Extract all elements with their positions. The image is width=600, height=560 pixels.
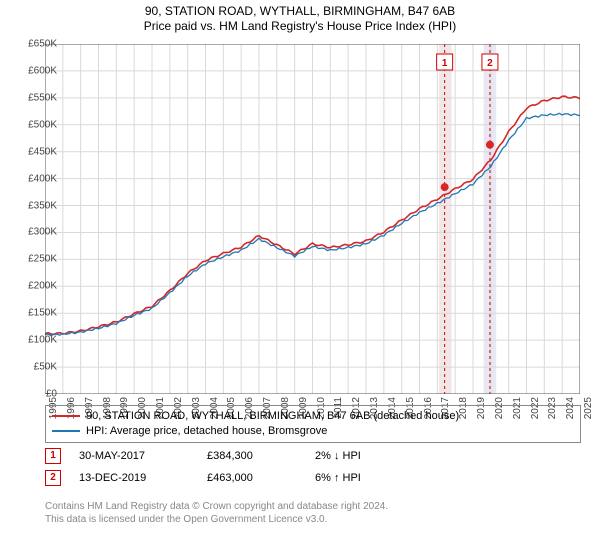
- event-row-2: 2 13-DEC-2019 £463,000 6% ↑ HPI: [45, 470, 580, 486]
- event-marker-2: 2: [45, 470, 61, 486]
- event-row-1: 1 30-MAY-2017 £384,300 2% ↓ HPI: [45, 448, 580, 464]
- event-marker-1: 1: [45, 448, 61, 464]
- legend-row-hpi: HPI: Average price, detached house, Brom…: [52, 424, 574, 439]
- svg-text:2: 2: [487, 58, 493, 69]
- legend-swatch-property: [52, 415, 80, 417]
- svg-text:1: 1: [442, 58, 448, 69]
- legend-swatch-hpi: [52, 430, 80, 432]
- event-price-1: £384,300: [207, 450, 297, 462]
- x-tick-label: 2025: [583, 397, 594, 419]
- event-diff-1: 2% ↓ HPI: [315, 450, 405, 462]
- y-tick-label: £600K: [12, 65, 60, 76]
- price-chart: 12: [45, 44, 580, 394]
- credits-line-1: Contains HM Land Registry data © Crown c…: [45, 500, 388, 513]
- credits: Contains HM Land Registry data © Crown c…: [45, 500, 388, 526]
- legend: 90, STATION ROAD, WYTHALL, BIRMINGHAM, B…: [45, 405, 581, 443]
- legend-row-property: 90, STATION ROAD, WYTHALL, BIRMINGHAM, B…: [52, 409, 574, 424]
- credits-line-2: This data is licensed under the Open Gov…: [45, 513, 388, 526]
- y-tick-label: £150K: [12, 308, 60, 319]
- y-tick-label: £500K: [12, 119, 60, 130]
- events-table: 1 30-MAY-2017 £384,300 2% ↓ HPI 2 13-DEC…: [45, 448, 580, 492]
- y-tick-label: £550K: [12, 92, 60, 103]
- y-tick-label: £250K: [12, 254, 60, 265]
- y-tick-label: £350K: [12, 200, 60, 211]
- y-tick-label: £50K: [12, 362, 60, 373]
- event-date-2: 13-DEC-2019: [79, 472, 189, 484]
- y-tick-label: £650K: [12, 39, 60, 50]
- chart-container: 90, STATION ROAD, WYTHALL, BIRMINGHAM, B…: [0, 0, 600, 560]
- y-tick-label: £400K: [12, 173, 60, 184]
- y-tick-label: £300K: [12, 227, 60, 238]
- event-price-2: £463,000: [207, 472, 297, 484]
- y-tick-label: £100K: [12, 335, 60, 346]
- legend-label-property: 90, STATION ROAD, WYTHALL, BIRMINGHAM, B…: [86, 409, 459, 424]
- event-date-1: 30-MAY-2017: [79, 450, 189, 462]
- title-main: 90, STATION ROAD, WYTHALL, BIRMINGHAM, B…: [0, 4, 600, 19]
- event-diff-2: 6% ↑ HPI: [315, 472, 405, 484]
- title-block: 90, STATION ROAD, WYTHALL, BIRMINGHAM, B…: [0, 0, 600, 34]
- legend-label-hpi: HPI: Average price, detached house, Brom…: [86, 424, 327, 439]
- y-tick-label: £200K: [12, 281, 60, 292]
- title-sub: Price paid vs. HM Land Registry's House …: [0, 19, 600, 34]
- y-tick-label: £450K: [12, 146, 60, 157]
